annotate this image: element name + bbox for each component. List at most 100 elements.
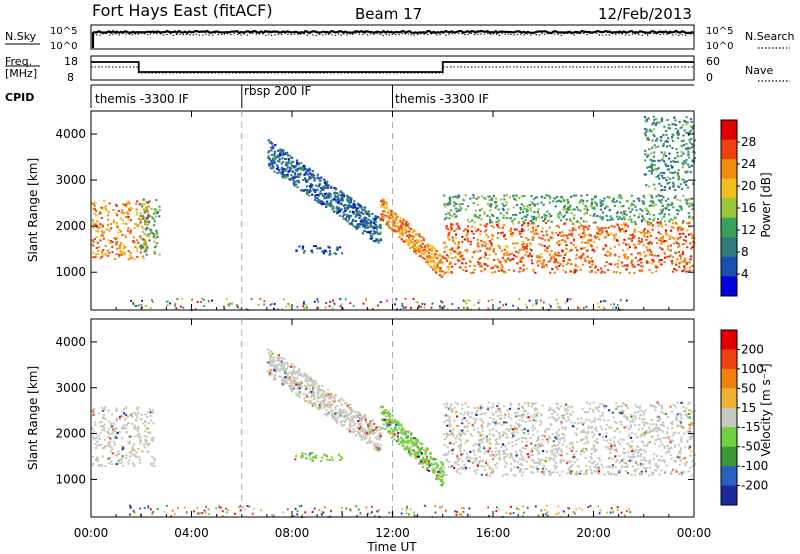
data-cell [564, 240, 567, 243]
data-cell [294, 381, 297, 384]
data-cell [499, 232, 503, 235]
data-cell [663, 160, 666, 163]
data-cell [280, 365, 283, 368]
data-cell [616, 215, 619, 218]
data-cell [557, 302, 559, 305]
data-cell [644, 153, 647, 156]
data-cell [269, 355, 273, 358]
data-cell [325, 395, 328, 398]
data-cell [271, 357, 274, 360]
data-cell [121, 219, 124, 222]
data-cell [642, 411, 645, 414]
data-cell [455, 223, 458, 226]
data-cell [522, 222, 525, 225]
data-cell [674, 261, 677, 264]
data-cell [456, 259, 460, 261]
data-cell [494, 253, 497, 256]
data-cell [335, 248, 338, 251]
data-cell [509, 230, 513, 233]
data-cell [339, 400, 342, 403]
data-cell [484, 469, 487, 471]
data-cell [537, 225, 540, 228]
data-cell [458, 432, 461, 435]
data-cell [535, 196, 538, 199]
data-cell [654, 168, 657, 170]
data-cell [120, 253, 123, 256]
data-cell [349, 407, 352, 410]
data-cell [486, 202, 489, 205]
data-cell [685, 116, 688, 119]
data-cell [329, 410, 332, 413]
data-cell [395, 424, 398, 426]
data-cell [365, 432, 369, 435]
data-cell [280, 151, 283, 154]
data-cell [383, 210, 386, 212]
data-cell [149, 415, 152, 417]
data-cell [409, 247, 412, 249]
data-cell [339, 297, 341, 300]
data-cell [360, 419, 363, 422]
data-cell [324, 203, 327, 206]
data-cell [605, 205, 608, 208]
data-cell [395, 298, 398, 301]
data-cell [579, 268, 582, 271]
data-cell [272, 166, 275, 169]
data-cell [424, 460, 427, 462]
noise-right-tick-bottom: 10^0 [706, 41, 733, 52]
data-cell [633, 469, 637, 471]
data-cell [655, 139, 658, 142]
data-cell [331, 208, 334, 211]
data-cell [305, 380, 308, 383]
data-cell [668, 235, 671, 238]
data-cell [476, 463, 479, 466]
data-cell [629, 238, 632, 241]
noise-right-label: N.Search [745, 30, 795, 43]
data-cell [664, 162, 667, 165]
data-cell [402, 439, 405, 442]
data-cell [369, 223, 372, 226]
data-cell [352, 219, 355, 222]
data-cell [672, 219, 675, 222]
data-cell [501, 265, 504, 268]
data-cell [534, 196, 537, 199]
data-cell [525, 246, 528, 249]
data-cell [378, 448, 381, 451]
data-cell [390, 215, 393, 218]
data-cell [311, 193, 314, 196]
data-cell [632, 265, 635, 268]
data-cell [319, 190, 322, 193]
data-cell [401, 441, 404, 444]
data-cell [288, 154, 291, 157]
data-cell [421, 456, 425, 459]
data-cell [343, 204, 346, 207]
data-cell [312, 395, 316, 397]
data-cell [325, 302, 328, 304]
data-cell [654, 442, 657, 445]
data-cell [119, 244, 122, 247]
data-cell [529, 207, 532, 210]
data-cell [656, 266, 659, 269]
data-cell [512, 206, 515, 209]
data-cell [598, 405, 601, 408]
data-cell [405, 430, 408, 433]
data-cell [654, 426, 657, 429]
data-cell [554, 455, 557, 458]
data-cell [297, 385, 300, 388]
data-cell [346, 416, 349, 419]
data-cell [452, 240, 455, 243]
data-cell [355, 208, 358, 211]
data-cell [655, 121, 658, 124]
data-cell [557, 234, 560, 236]
data-cell [647, 138, 650, 141]
data-cell [379, 238, 383, 241]
data-cell [681, 253, 684, 256]
data-cell [341, 424, 344, 427]
data-cell [126, 415, 129, 418]
data-cell [646, 220, 649, 223]
data-cell [622, 205, 625, 208]
data-cell [100, 463, 103, 466]
data-cell [289, 168, 292, 171]
data-cell [502, 205, 505, 207]
data-cell [124, 216, 128, 219]
data-cell [108, 420, 111, 423]
